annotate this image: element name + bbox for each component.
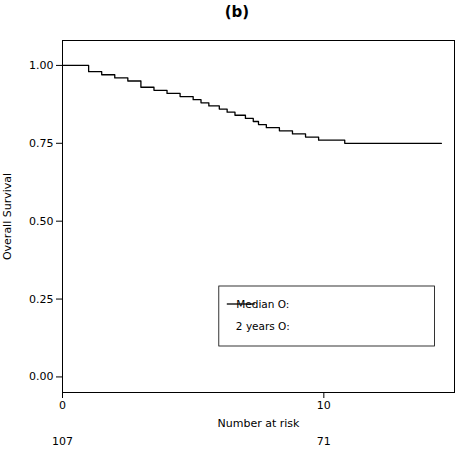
svg-text:71: 71: [317, 435, 331, 448]
svg-text:0.75: 0.75: [29, 137, 54, 150]
svg-text:0.00: 0.00: [29, 370, 54, 383]
svg-text:Median O:: Median O:: [236, 298, 289, 310]
html-text:(b): (b): [224, 3, 250, 21]
svg-text:2 years O:: 2 years O:: [236, 320, 290, 332]
svg-text:0.25: 0.25: [29, 293, 54, 306]
svg-text:0: 0: [59, 399, 66, 412]
svg-text:10: 10: [317, 399, 331, 412]
svg-text:Number at risk: Number at risk: [218, 417, 301, 430]
svg-text:0.50: 0.50: [29, 215, 54, 228]
svg-text:107: 107: [52, 435, 73, 448]
svg-text:Overall Survival: Overall Survival: [1, 173, 14, 260]
svg-text:1.00: 1.00: [29, 59, 54, 72]
